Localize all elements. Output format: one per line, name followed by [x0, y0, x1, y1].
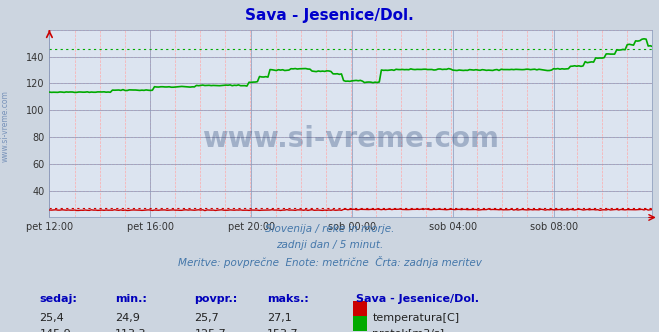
- Text: www.si-vreme.com: www.si-vreme.com: [1, 90, 10, 162]
- Text: 153,7: 153,7: [267, 329, 299, 332]
- Text: sedaj:: sedaj:: [40, 294, 77, 304]
- Text: 27,1: 27,1: [267, 313, 292, 323]
- Text: povpr.:: povpr.:: [194, 294, 238, 304]
- Text: www.si-vreme.com: www.si-vreme.com: [202, 125, 500, 153]
- Text: min.:: min.:: [115, 294, 147, 304]
- Text: 145,9: 145,9: [40, 329, 71, 332]
- Text: maks.:: maks.:: [267, 294, 308, 304]
- Text: 113,3: 113,3: [115, 329, 147, 332]
- Text: 125,7: 125,7: [194, 329, 226, 332]
- Text: zadnji dan / 5 minut.: zadnji dan / 5 minut.: [276, 240, 383, 250]
- Text: pretok[m3/s]: pretok[m3/s]: [372, 329, 444, 332]
- Text: 25,7: 25,7: [194, 313, 219, 323]
- Text: Slovenija / reke in morje.: Slovenija / reke in morje.: [265, 224, 394, 234]
- Text: 25,4: 25,4: [40, 313, 65, 323]
- Text: 24,9: 24,9: [115, 313, 140, 323]
- Text: temperatura[C]: temperatura[C]: [372, 313, 459, 323]
- Text: Sava - Jesenice/Dol.: Sava - Jesenice/Dol.: [356, 294, 479, 304]
- Text: Sava - Jesenice/Dol.: Sava - Jesenice/Dol.: [245, 8, 414, 23]
- Text: Meritve: povprečne  Enote: metrične  Črta: zadnja meritev: Meritve: povprečne Enote: metrične Črta:…: [177, 256, 482, 268]
